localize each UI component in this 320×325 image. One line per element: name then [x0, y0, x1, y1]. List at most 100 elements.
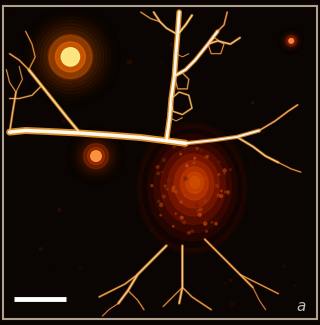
Circle shape	[164, 185, 166, 187]
Circle shape	[199, 142, 202, 144]
Circle shape	[220, 195, 223, 198]
Circle shape	[283, 265, 286, 267]
Circle shape	[84, 144, 108, 169]
Ellipse shape	[186, 172, 204, 193]
Circle shape	[285, 35, 297, 47]
Circle shape	[62, 120, 65, 123]
Circle shape	[224, 173, 226, 174]
Circle shape	[228, 154, 231, 156]
Ellipse shape	[180, 167, 208, 200]
Ellipse shape	[161, 147, 225, 224]
Circle shape	[158, 200, 160, 202]
Circle shape	[184, 177, 187, 180]
Circle shape	[180, 153, 182, 155]
Circle shape	[195, 192, 196, 193]
Circle shape	[223, 169, 226, 172]
Circle shape	[207, 155, 208, 157]
Circle shape	[279, 28, 304, 53]
Circle shape	[20, 7, 120, 107]
Circle shape	[172, 189, 174, 192]
Circle shape	[53, 263, 55, 266]
Circle shape	[182, 221, 186, 224]
Circle shape	[83, 143, 109, 170]
Ellipse shape	[154, 140, 231, 233]
Circle shape	[170, 43, 173, 46]
Circle shape	[163, 195, 165, 198]
Circle shape	[280, 29, 303, 53]
Circle shape	[44, 30, 97, 84]
Circle shape	[84, 145, 108, 168]
Circle shape	[225, 191, 226, 193]
Circle shape	[205, 88, 209, 92]
Circle shape	[73, 82, 76, 85]
Circle shape	[289, 39, 293, 43]
Circle shape	[172, 226, 174, 227]
Circle shape	[49, 35, 92, 79]
Circle shape	[281, 31, 301, 51]
Circle shape	[191, 230, 193, 232]
Circle shape	[58, 208, 61, 211]
Circle shape	[280, 30, 302, 52]
Ellipse shape	[136, 122, 248, 254]
Circle shape	[116, 174, 118, 176]
Circle shape	[200, 150, 202, 151]
Ellipse shape	[140, 125, 244, 251]
Circle shape	[205, 156, 207, 158]
Circle shape	[204, 222, 207, 225]
Circle shape	[199, 208, 202, 211]
Circle shape	[156, 166, 159, 168]
Circle shape	[188, 232, 190, 234]
Circle shape	[229, 169, 231, 171]
Circle shape	[194, 157, 196, 159]
Circle shape	[79, 139, 113, 173]
Circle shape	[51, 37, 90, 77]
Circle shape	[175, 191, 177, 193]
Circle shape	[218, 161, 220, 163]
Circle shape	[47, 33, 94, 80]
Circle shape	[198, 213, 201, 216]
Circle shape	[205, 230, 208, 232]
Ellipse shape	[139, 124, 245, 252]
Circle shape	[172, 187, 174, 189]
Circle shape	[149, 228, 154, 232]
Circle shape	[157, 172, 160, 175]
Ellipse shape	[142, 129, 242, 247]
Circle shape	[204, 178, 205, 179]
Circle shape	[276, 153, 280, 157]
Circle shape	[251, 162, 254, 165]
Circle shape	[173, 146, 175, 148]
Circle shape	[251, 101, 254, 104]
Circle shape	[69, 129, 123, 183]
Circle shape	[215, 223, 217, 225]
Circle shape	[196, 148, 198, 150]
Ellipse shape	[174, 161, 214, 208]
Circle shape	[67, 127, 125, 185]
Circle shape	[206, 157, 208, 158]
Circle shape	[75, 135, 117, 177]
Circle shape	[34, 20, 107, 94]
Ellipse shape	[190, 176, 200, 188]
Circle shape	[197, 210, 199, 212]
Circle shape	[166, 188, 168, 190]
Circle shape	[91, 151, 101, 162]
Circle shape	[220, 190, 222, 192]
Circle shape	[24, 10, 117, 103]
Circle shape	[284, 34, 298, 47]
Circle shape	[160, 203, 162, 205]
Circle shape	[39, 248, 42, 251]
Circle shape	[61, 48, 80, 66]
Circle shape	[10, 11, 13, 14]
Circle shape	[30, 17, 110, 97]
Circle shape	[77, 137, 115, 175]
Circle shape	[204, 200, 207, 202]
Ellipse shape	[168, 154, 219, 216]
Circle shape	[224, 282, 227, 285]
Ellipse shape	[140, 126, 244, 250]
Circle shape	[173, 186, 175, 188]
Circle shape	[180, 201, 182, 203]
Circle shape	[193, 162, 195, 164]
Circle shape	[40, 27, 100, 87]
Circle shape	[217, 194, 220, 197]
Circle shape	[184, 194, 187, 197]
Circle shape	[227, 191, 229, 194]
